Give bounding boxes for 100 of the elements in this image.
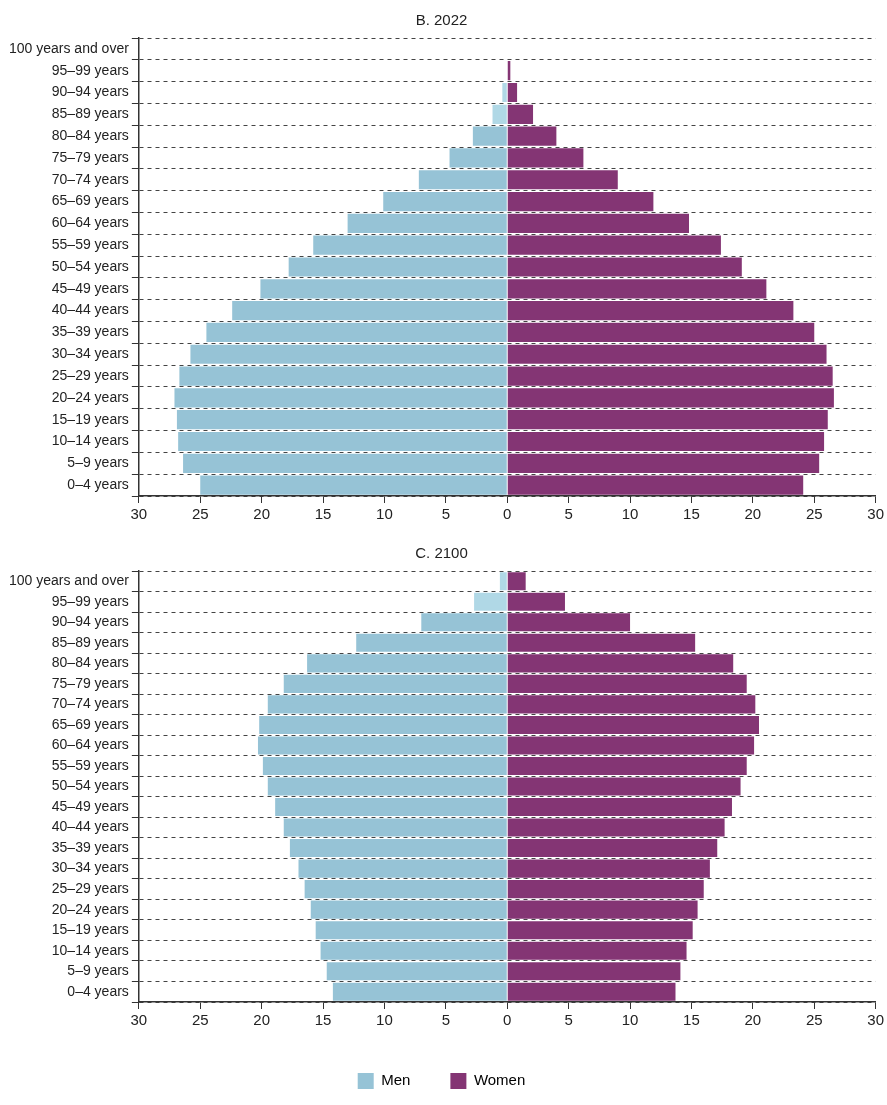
y-tick-label: 10–14 years	[51, 432, 129, 449]
bar	[206, 322, 507, 343]
bar	[178, 431, 507, 452]
bar	[183, 453, 507, 473]
bar	[507, 818, 725, 837]
y-tick-label: 20–24 years	[51, 900, 129, 917]
bar	[418, 170, 507, 190]
bar	[307, 654, 507, 673]
bar	[259, 715, 507, 734]
bar	[262, 756, 507, 776]
legend-label: Women	[473, 1071, 526, 1089]
bar	[289, 839, 507, 858]
y-tick-label: 95–99 years	[51, 592, 129, 609]
bar	[275, 797, 507, 817]
y-tick-label: 85–89 years	[51, 633, 129, 650]
bar	[507, 674, 747, 693]
x-tick-label: 30	[130, 505, 148, 523]
bar	[507, 235, 721, 255]
bar	[507, 126, 557, 146]
x-tick-label: 20	[253, 505, 270, 523]
x-tick-label: 10	[376, 505, 393, 523]
x-tick-label: 20	[253, 1011, 270, 1029]
bar	[347, 213, 507, 233]
x-tick-label: 10	[376, 1011, 393, 1029]
bar	[288, 257, 507, 277]
bar	[507, 82, 518, 103]
bar	[320, 941, 507, 960]
bar	[507, 921, 693, 940]
bar	[507, 257, 742, 277]
bar	[507, 900, 698, 919]
y-tick-label: 100 years and over	[9, 39, 130, 56]
y-tick-label: 90–94 years	[51, 613, 129, 630]
chart-title: B. 2022	[415, 11, 468, 29]
bar	[507, 736, 755, 755]
bar	[507, 170, 618, 190]
x-tick-label: 10	[621, 1011, 639, 1029]
y-tick-label: 30–34 years	[51, 859, 129, 876]
bar	[179, 366, 507, 386]
y-tick-label: 75–79 years	[51, 674, 129, 691]
bar	[174, 388, 507, 408]
bar	[507, 148, 584, 168]
bar	[507, 797, 732, 817]
x-tick-label: 30	[867, 505, 884, 523]
bar	[507, 410, 828, 430]
y-tick-label: 15–19 years	[51, 921, 129, 938]
y-tick-label: 80–84 years	[51, 127, 129, 143]
y-tick-label: 100 years and over	[9, 572, 130, 589]
x-tick-label: 25	[191, 1011, 209, 1029]
x-tick-label: 0	[503, 1011, 512, 1029]
y-tick-label: 40–44 years	[51, 301, 129, 318]
bar	[507, 777, 741, 796]
bar	[310, 900, 507, 919]
y-tick-label: 45–49 years	[51, 279, 129, 296]
y-tick-label: 85–89 years	[51, 105, 129, 122]
bar	[507, 475, 804, 495]
x-tick-label: 15	[314, 505, 332, 523]
x-tick-label: 15	[683, 1011, 700, 1029]
bar	[507, 279, 767, 299]
bar	[326, 962, 507, 981]
y-tick-label: 30–34 years	[51, 345, 129, 362]
bar	[232, 301, 507, 321]
y-tick-label: 10–14 years	[51, 941, 129, 958]
bar	[472, 126, 507, 146]
x-tick-label: 30	[867, 1011, 884, 1029]
x-tick-label: 15	[314, 1011, 332, 1029]
bar	[507, 388, 834, 408]
bar	[507, 366, 833, 386]
x-tick-label: 30	[130, 1011, 148, 1029]
bar	[507, 104, 534, 124]
bar	[304, 880, 507, 899]
x-tick-label: 5	[564, 1011, 573, 1029]
bar	[298, 859, 507, 878]
bar	[283, 818, 507, 837]
y-tick-label: 50–54 years	[51, 777, 129, 794]
bar	[200, 475, 507, 495]
bar	[507, 839, 718, 858]
bar	[190, 344, 507, 364]
x-tick-label: 0	[503, 505, 512, 523]
bar	[507, 572, 526, 591]
y-tick-label: 90–94 years	[51, 83, 129, 100]
y-tick-label: 20–24 years	[51, 388, 129, 405]
y-tick-label: 60–64 years	[51, 736, 129, 753]
x-tick-label: 10	[621, 505, 639, 523]
bar	[507, 322, 815, 343]
y-tick-label: 5–9 years	[67, 962, 129, 979]
y-tick-label: 25–29 years	[51, 366, 129, 383]
x-tick-label: 25	[191, 505, 209, 523]
bar	[507, 344, 827, 364]
bar	[257, 736, 507, 755]
bar	[356, 633, 507, 652]
x-tick-label: 5	[441, 1011, 451, 1029]
y-tick-label: 45–49 years	[51, 797, 129, 814]
y-tick-label: 35–39 years	[51, 838, 129, 855]
x-tick-label: 20	[744, 505, 762, 523]
bar	[507, 982, 676, 1001]
bar	[507, 654, 734, 673]
bar	[474, 592, 507, 611]
bar	[507, 941, 687, 960]
bar	[507, 859, 710, 878]
y-tick-label: 65–69 years	[51, 715, 129, 732]
